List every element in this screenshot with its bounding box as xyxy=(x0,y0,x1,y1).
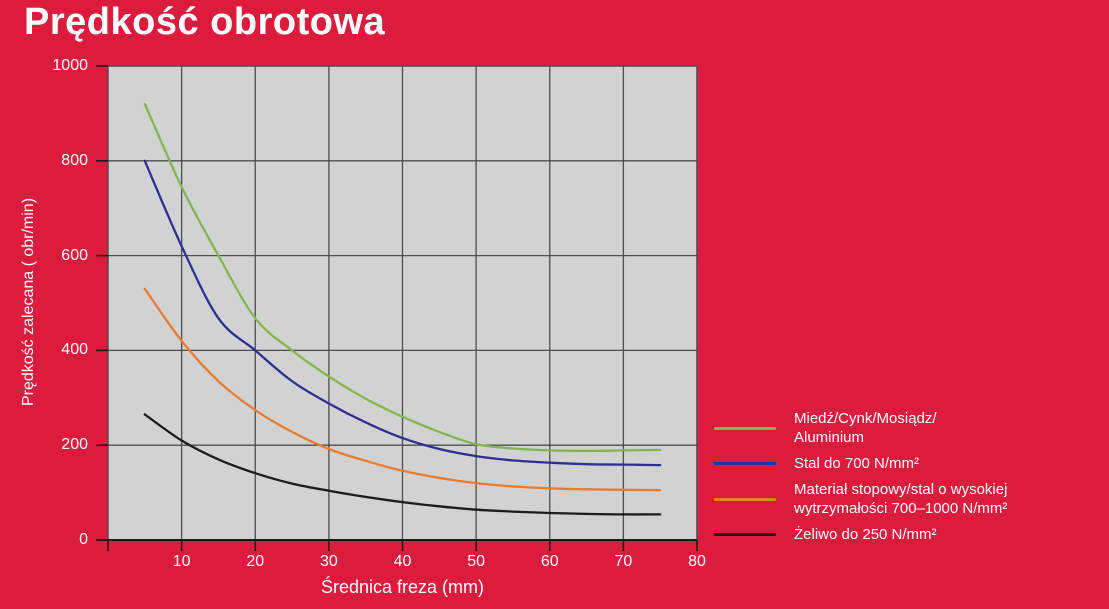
legend-label-line: wytrzymałości 700–1000 N/mm² xyxy=(794,500,1008,517)
x-tick-label: 40 xyxy=(393,553,412,570)
x-tick-label: 50 xyxy=(467,553,486,570)
legend-item-3: Żeliwo do 250 N/mm² xyxy=(714,525,1104,544)
curve-series-3 xyxy=(143,413,662,516)
y-tick-label: 600 xyxy=(61,246,88,264)
y-tick-label: 1000 xyxy=(52,57,88,74)
legend-label: Miedź/Cynk/Mosiądz/Aluminium xyxy=(794,409,937,447)
legend-label-line: Żeliwo do 250 N/mm² xyxy=(794,526,937,543)
x-tick-label: 80 xyxy=(688,553,706,570)
x-tick-label: 60 xyxy=(540,553,559,570)
curve-series-1 xyxy=(143,159,662,467)
curve-series-2 xyxy=(143,287,662,492)
legend-swatch-line xyxy=(714,426,776,430)
legend: Miedź/Cynk/Mosiądz/Aluminium Stal do 700 … xyxy=(714,409,1104,551)
x-axis-title: Średnica freza (mm) xyxy=(320,577,485,597)
page-title: Prędkość obrotowa xyxy=(24,1,386,43)
legend-label-line: Miedź/Cynk/Mosiądz/ xyxy=(794,410,937,427)
legend-swatch-line xyxy=(714,533,776,536)
y-tick-label: 400 xyxy=(61,341,88,359)
legend-label-line: Aluminium xyxy=(794,429,865,446)
legend-item-2: Materiał stopowy/stal o wysokiej wytrzyma… xyxy=(714,480,1104,518)
legend-label: Materiał stopowy/stal o wysokiej wytrzyma… xyxy=(794,480,1007,518)
y-tick-label: 0 xyxy=(79,531,88,548)
y-tick-label: 200 xyxy=(61,436,88,454)
y-tick-label: 800 xyxy=(61,151,88,169)
x-tick-label: 70 xyxy=(614,553,633,570)
x-tick-label: 30 xyxy=(319,553,338,570)
x-tick-label: 20 xyxy=(246,553,265,570)
curve-series-0 xyxy=(143,102,662,453)
legend-label-line: Stal do 700 N/mm² xyxy=(794,455,920,472)
legend-label: Żeliwo do 250 N/mm² xyxy=(794,525,937,544)
chart-plot-area xyxy=(96,65,698,551)
legend-label: Stal do 700 N/mm² xyxy=(794,454,919,473)
x-tick-label: 10 xyxy=(172,553,191,570)
legend-item-1: Stal do 700 N/mm² xyxy=(714,454,1104,473)
legend-label-line: Materiał stopowy/stal o wysokiej xyxy=(794,481,1008,498)
y-axis-title: Prędkość zalecana ( obr/min) xyxy=(20,197,37,407)
legend-swatch-line xyxy=(714,462,776,465)
legend-swatch-line xyxy=(714,497,776,501)
legend-item-0: Miedź/Cynk/Mosiądz/Aluminium xyxy=(714,409,1104,447)
